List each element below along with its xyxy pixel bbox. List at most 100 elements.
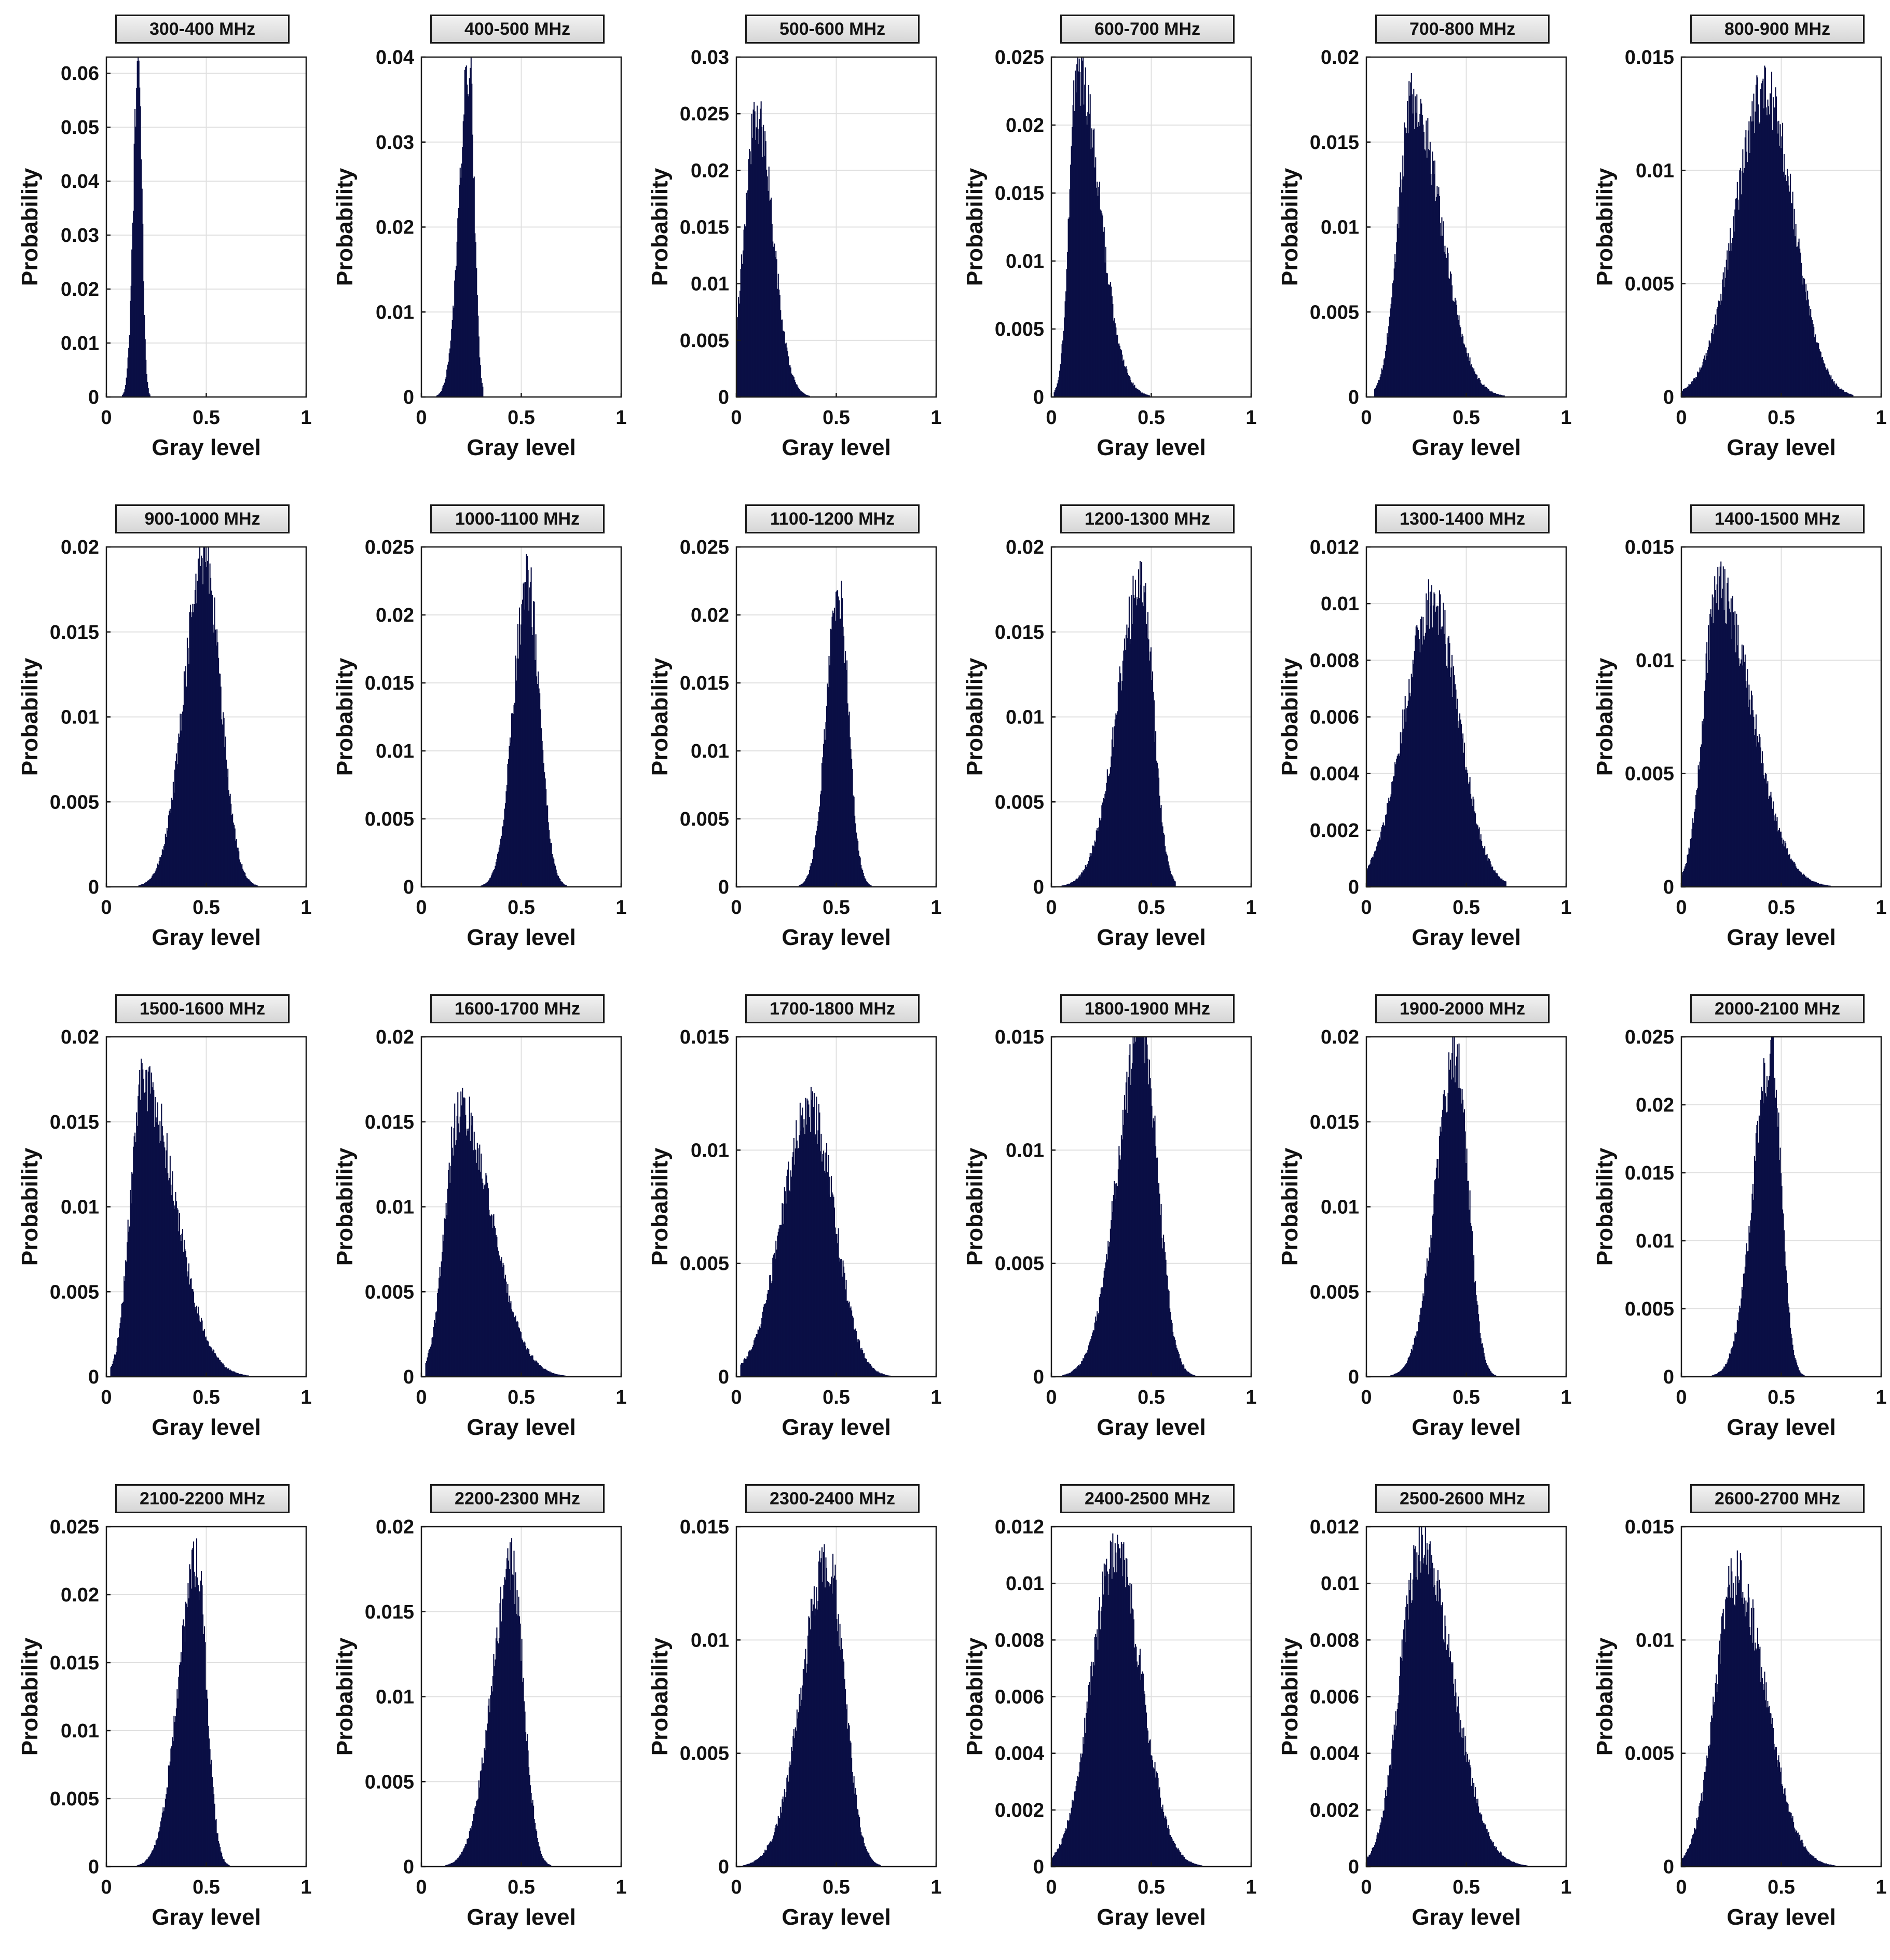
histogram-bar — [822, 757, 824, 887]
histogram-bar — [1494, 1375, 1496, 1377]
x-tick-label: 0 — [416, 1387, 427, 1408]
histogram-bar — [1704, 1772, 1705, 1867]
histogram-bar — [224, 1861, 226, 1867]
histogram-bar — [448, 1170, 449, 1377]
histogram-bar — [1472, 797, 1474, 887]
histogram-bar — [1805, 284, 1807, 397]
histogram-bar — [776, 1249, 777, 1377]
histogram-bar — [773, 1254, 774, 1377]
histogram-bar — [1177, 1349, 1179, 1377]
histogram-bar — [1381, 368, 1382, 397]
histogram-bar — [1803, 278, 1804, 397]
histogram-bar — [1801, 1840, 1802, 1867]
histogram-bar — [826, 706, 828, 887]
histogram-bar — [1159, 796, 1160, 887]
histogram-bar — [1148, 1740, 1151, 1867]
histogram-bar — [1387, 337, 1389, 397]
histogram-bar — [1169, 1308, 1171, 1377]
histogram-bar — [1101, 1287, 1103, 1377]
histogram-bar — [1837, 387, 1839, 397]
histogram-bar — [477, 316, 479, 397]
histogram-bar — [1793, 1350, 1795, 1377]
histogram-bar — [1739, 1306, 1741, 1377]
histogram-bar — [220, 1360, 221, 1377]
histogram-bar — [757, 1329, 759, 1377]
histogram-bar — [143, 281, 144, 397]
histogram-bar — [1111, 1220, 1112, 1377]
histogram-bar — [1747, 1251, 1748, 1377]
histogram-bar — [761, 127, 763, 397]
histogram-bar — [1510, 1860, 1511, 1867]
histogram-bar — [538, 1365, 540, 1377]
histogram-bar — [1185, 1859, 1187, 1867]
histogram-bar — [772, 241, 774, 397]
histogram-bar — [482, 1763, 484, 1867]
histogram-bar — [1743, 645, 1744, 887]
histogram-bar — [1773, 1744, 1775, 1867]
histogram-bar — [1439, 590, 1440, 887]
histogram-bar — [220, 687, 222, 887]
histogram-bar — [1756, 746, 1758, 887]
histogram-bar — [1746, 688, 1747, 887]
histogram-bar — [1769, 795, 1771, 887]
histogram-bar — [1774, 1077, 1776, 1377]
histogram-bar — [445, 1218, 446, 1377]
histogram-bar — [794, 1164, 796, 1377]
histogram-bar — [1114, 318, 1115, 397]
histogram-bar — [138, 1096, 139, 1377]
histogram-bar — [556, 1374, 558, 1377]
histogram-bar — [1396, 1373, 1398, 1377]
histogram-bar — [769, 1275, 771, 1377]
histogram-bar — [1522, 1865, 1523, 1867]
histogram-bar — [1481, 1344, 1483, 1377]
histogram-bar — [1401, 1369, 1403, 1377]
histogram-bar — [473, 1150, 474, 1377]
histogram-bar — [1758, 742, 1759, 887]
histogram-bar — [1075, 1791, 1076, 1867]
histogram-bar — [1419, 1561, 1421, 1867]
histogram-bar — [1788, 1812, 1790, 1867]
histogram-bars — [1053, 57, 1151, 398]
histogram-bar — [1471, 1786, 1472, 1867]
histogram-bar — [1685, 388, 1687, 397]
histogram-bar — [838, 1228, 839, 1377]
histogram-bar — [873, 1862, 875, 1867]
histogram-bar — [178, 1231, 180, 1377]
histogram-bar — [1393, 776, 1394, 887]
histogram-bar — [1760, 1100, 1761, 1377]
histogram-bar — [542, 1858, 544, 1867]
histogram-bar — [547, 805, 549, 887]
histogram-bar — [813, 1586, 815, 1867]
histogram-bar — [1755, 1642, 1756, 1867]
histogram-bar — [1716, 603, 1717, 887]
x-axis-label: Gray level — [152, 925, 261, 950]
histogram-bar — [1057, 383, 1058, 397]
histogram-bar — [777, 289, 778, 397]
histogram-bar — [1390, 1764, 1391, 1867]
y-axis-label: Probability — [17, 657, 43, 776]
histogram-bar — [1772, 130, 1773, 397]
histogram-bar — [1775, 1098, 1776, 1377]
histogram-bar — [1157, 1773, 1158, 1867]
histogram-bar — [1197, 1864, 1199, 1867]
histogram-bar — [563, 1375, 564, 1377]
histogram-bar — [1701, 744, 1702, 887]
histogram-bar — [437, 395, 439, 397]
histogram-bar — [1494, 1846, 1496, 1867]
histogram-bar — [494, 1226, 495, 1377]
histogram-bar — [497, 1641, 498, 1867]
y-tick-label: 0.015 — [365, 673, 414, 694]
histogram-bar — [1101, 805, 1103, 887]
histogram-bar — [1720, 1370, 1722, 1377]
histogram-bar — [1472, 805, 1473, 887]
histogram-bar — [1751, 1642, 1753, 1867]
histogram-bar — [1502, 395, 1503, 397]
histogram-bar — [743, 229, 745, 397]
histogram-bar — [1460, 724, 1462, 887]
histogram-bar — [1742, 1592, 1744, 1867]
histogram-bar — [1684, 1855, 1686, 1867]
histogram-bar — [200, 1322, 201, 1377]
histogram-bar — [799, 1706, 801, 1867]
histogram-bar — [1798, 238, 1800, 397]
